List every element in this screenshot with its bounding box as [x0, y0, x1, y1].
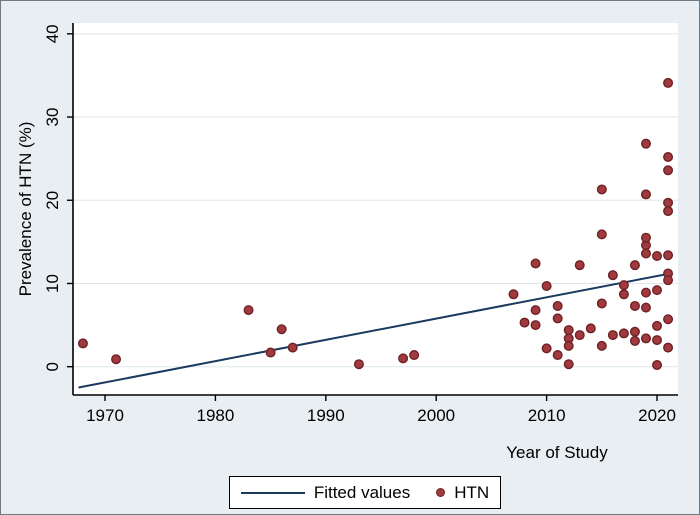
scatter-point-htn [596, 184, 607, 195]
scatter-point-htn [640, 189, 651, 200]
scatter-point-htn [629, 335, 640, 346]
scatter-point-htn [618, 280, 629, 291]
scatter-point-htn [629, 260, 640, 271]
scatter-point-htn [663, 151, 674, 162]
y-tick-label: 20 [43, 191, 62, 210]
scatter-point-htn [663, 275, 674, 286]
scatter-point-htn [629, 300, 640, 311]
scatter-point-htn [640, 333, 651, 344]
y-tick-label: 0 [43, 362, 62, 371]
scatter-point-htn [629, 326, 640, 337]
scatter-point-htn [663, 250, 674, 261]
scatter-point-htn [563, 359, 574, 370]
y-tick-label: 40 [43, 24, 62, 43]
y-tick-label: 10 [43, 274, 62, 293]
scatter-point-htn [652, 251, 663, 262]
scatter-point-htn [552, 313, 563, 324]
scatter-point-htn [640, 302, 651, 313]
scatter-point-htn [596, 229, 607, 240]
plot-area [73, 23, 678, 395]
y-tick-label: 30 [43, 108, 62, 127]
scatter-point-htn [640, 248, 651, 259]
y-axis-title: Prevalence of HTN (%) [16, 121, 35, 297]
scatter-point-htn [111, 354, 122, 365]
scatter-point-htn [663, 314, 674, 325]
x-tick-label: 2020 [638, 406, 676, 425]
scatter-point-htn [398, 353, 409, 364]
scatter-point-htn [663, 77, 674, 88]
scatter-point-htn [640, 287, 651, 298]
scatter-point-htn [530, 320, 541, 331]
scatter-point-htn [652, 320, 663, 331]
scatter-point-htn [530, 305, 541, 316]
scatter-point-htn [652, 335, 663, 346]
scatter-point-htn [618, 328, 629, 339]
scatter-point-htn [353, 359, 364, 370]
scatter-point-htn [265, 347, 276, 358]
scatter-point-htn [596, 340, 607, 351]
scatter-point-htn [77, 338, 88, 349]
x-tick-label: 2000 [417, 406, 455, 425]
scatter-point-htn [663, 342, 674, 353]
legend: Fitted values HTN [229, 476, 501, 509]
fitted-line-swatch [240, 491, 305, 494]
scatter-point-htn [530, 258, 541, 269]
scatter-point-htn [243, 305, 254, 316]
legend-label-fitted-values: Fitted values [313, 482, 411, 502]
x-tick-label: 1980 [197, 406, 235, 425]
scatter-point-htn [563, 325, 574, 336]
x-tick-label: 1970 [86, 406, 124, 425]
scatter-point-htn [508, 289, 519, 300]
scatter-point-htn [663, 197, 674, 208]
x-tick-label: 2010 [528, 406, 566, 425]
scatter-point-htn [652, 285, 663, 296]
scatter-point-htn [541, 280, 552, 291]
x-axis-title: Year of Study [506, 443, 608, 462]
scatter-point-htn [596, 298, 607, 309]
scatter-point-htn [640, 138, 651, 149]
scatter-point-htn [552, 350, 563, 361]
scatter-point-htn [574, 260, 585, 271]
fitted-line [78, 272, 671, 389]
scatter-point-htn [652, 360, 663, 371]
legend-label-htn: HTN [454, 482, 490, 502]
scatter-point-htn [287, 342, 298, 353]
scatter-point-htn [618, 289, 629, 300]
scatter-point-htn [574, 330, 585, 341]
scatter-point-htn [563, 340, 574, 351]
scatter-point-htn [663, 206, 674, 217]
scatter-point-htn [640, 232, 651, 243]
scatter-point-htn [552, 300, 563, 311]
scatter-point-htn [663, 165, 674, 176]
htn-marker-swatch [436, 488, 446, 497]
x-tick-label: 1990 [307, 406, 345, 425]
scatter-point-htn [541, 343, 552, 354]
scatter-point-htn [276, 324, 287, 335]
scatter-point-htn [585, 323, 596, 334]
scatter-point-htn [607, 330, 618, 341]
scatter-point-htn [607, 270, 618, 281]
scatter-point-htn [409, 350, 420, 361]
scatter-point-htn [519, 317, 530, 328]
